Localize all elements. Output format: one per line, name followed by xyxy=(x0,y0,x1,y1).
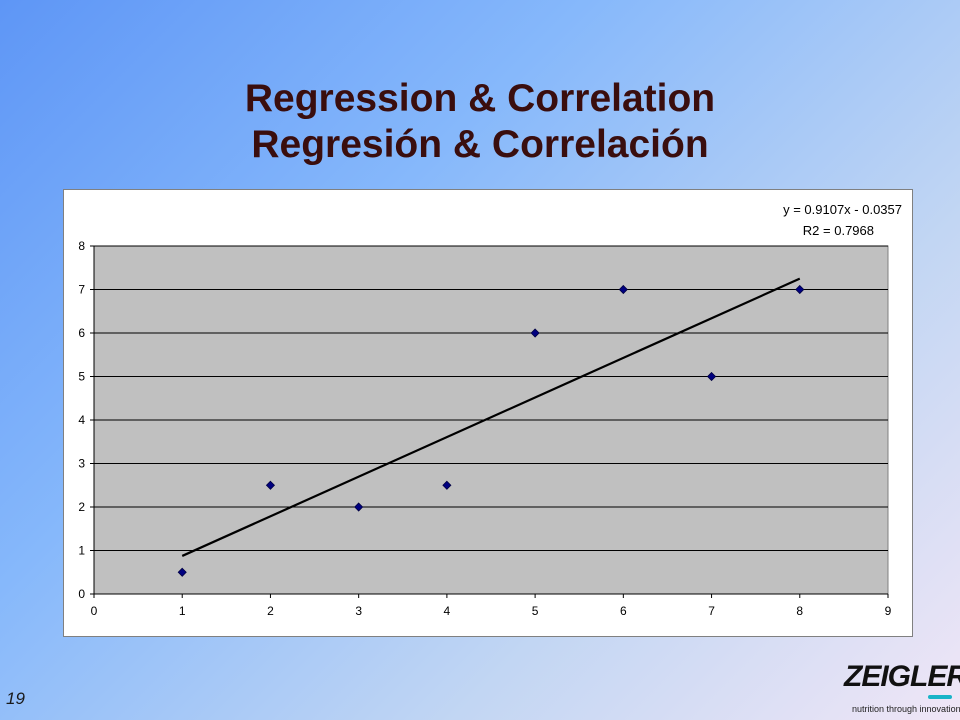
title-spanish: Regresión & Correlación xyxy=(251,123,709,166)
y-tick-label: 0 xyxy=(78,587,85,601)
x-tick-label: 9 xyxy=(885,604,892,618)
y-tick-label: 7 xyxy=(78,283,85,297)
slide-number: 19 xyxy=(6,689,25,708)
x-tick-label: 0 xyxy=(91,604,98,618)
logo-tagline: nutrition through innovation xyxy=(852,704,960,714)
x-tick-label: 1 xyxy=(179,604,186,618)
trendline-group xyxy=(181,277,801,557)
data-point xyxy=(530,328,540,338)
slide-title: Regression & Correlation Regresión & Cor… xyxy=(0,76,960,168)
logo-wordmark: ZEIGLER xyxy=(844,660,960,693)
x-tick-label: 5 xyxy=(532,604,539,618)
scatter-chart: 0 1 2 3 4 5 6 7 8 0 1 2 3 4 5 6 7 8 9 y = 0.9107x - 0.0357… xyxy=(78,202,902,618)
y-tick-label: 5 xyxy=(78,370,85,384)
title-english: Regression & Correlation xyxy=(244,77,716,120)
data-point xyxy=(618,284,628,295)
y-tick-label: 1 xyxy=(78,544,85,558)
r-squared-label: R2 = 0.7968 xyxy=(803,223,874,238)
data-point xyxy=(265,480,276,490)
x-tick-label: 4 xyxy=(444,604,451,618)
x-tick-label: 8 xyxy=(796,604,803,618)
data-point xyxy=(354,502,364,512)
chart-area: 0 1 2 3 4 5 6 7 8 0 1 2 3 4 5 6 7 8 9 y = 0.9107x - 0.0357… xyxy=(63,189,913,637)
data-point xyxy=(795,284,805,295)
data-point xyxy=(706,371,717,382)
y-tick-label: 4 xyxy=(78,413,85,427)
data-point xyxy=(442,480,452,490)
x-tick-label: 3 xyxy=(355,604,362,618)
data-point xyxy=(177,567,187,577)
x-tick-label: 7 xyxy=(708,604,715,618)
data-points xyxy=(177,284,805,577)
y-tick-label: 2 xyxy=(78,500,85,514)
y-tick-label: 6 xyxy=(78,326,85,340)
zeigler-logo: ZEIGLER nutrition through innovation xyxy=(842,660,960,716)
trendline xyxy=(181,277,801,557)
x-tick-label: 6 xyxy=(620,604,627,618)
axes: 0 1 2 3 4 5 6 7 8 0 1 2 3 4 5 6 7 8 9 xyxy=(78,239,891,618)
x-tick-label: 2 xyxy=(267,604,274,618)
gridlines xyxy=(94,245,888,551)
logo-swoosh-icon xyxy=(928,695,952,699)
y-tick-label: 3 xyxy=(78,457,85,471)
y-tick-label: 8 xyxy=(78,239,85,253)
trendline-equation: y = 0.9107x - 0.0357 xyxy=(783,202,902,217)
